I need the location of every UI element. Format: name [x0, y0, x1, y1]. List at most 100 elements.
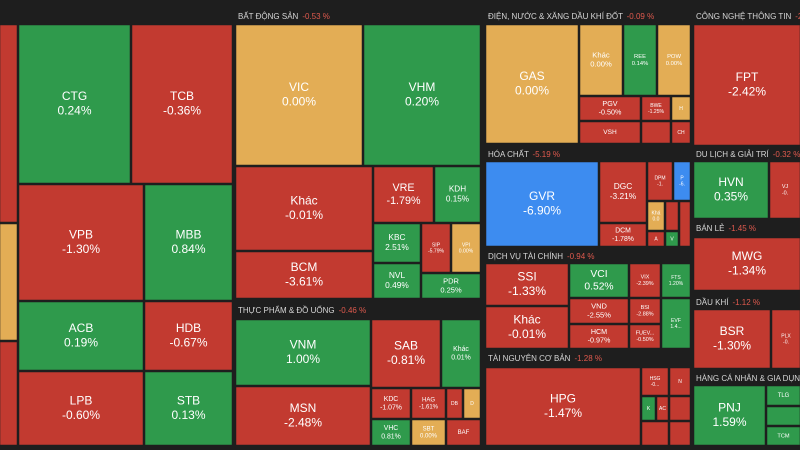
stock-ticker: SAB: [394, 338, 418, 352]
stock-change: 0.52%: [584, 281, 613, 292]
sector-change: -0.94 %: [567, 252, 595, 261]
sector-title: DU LỊCH & GIẢI TRÍ -0.32 %: [696, 150, 800, 159]
stock-tile: [579, 96, 641, 121]
stock-tile: [647, 231, 665, 247]
stock-change: -3.21%: [610, 191, 637, 201]
stock-tile: [0, 341, 18, 446]
stock-tile: [434, 166, 481, 223]
stock-change: 0.13%: [171, 408, 205, 422]
stock-tile: [235, 24, 363, 166]
sector-name: HÓA CHẤT: [488, 149, 529, 159]
sector-name: DỊCH VỤ TÀI CHÍNH: [488, 252, 563, 261]
stock-ticker: D: [470, 401, 474, 407]
stock-ticker: VRE: [392, 182, 414, 194]
stock-tile: [463, 388, 481, 419]
sector-header: [486, 250, 690, 264]
stock-change: -2.48%: [284, 415, 322, 429]
sector-title: THỰC PHẨM & ĐỒ UỐNG -0.46 %: [238, 305, 366, 315]
stock-change: 0.81%: [381, 433, 401, 440]
stock-ticker: Khác: [290, 193, 317, 207]
stock-change: -1.07%: [380, 404, 402, 411]
stock-change: -1.61%: [419, 405, 439, 411]
stock-ticker: HCM: [591, 328, 607, 336]
stock-change: 0.00%: [420, 434, 438, 440]
stock-tile: [144, 371, 233, 446]
stock-tile: [766, 406, 800, 426]
stock-change: 0.00%: [590, 60, 612, 69]
stock-tile: [669, 396, 691, 421]
stock-tile: [665, 231, 679, 247]
stock-change: -0.: [782, 191, 789, 197]
sector: BẤT ĐỘNG SẢN -0.53 %VIC0.00%VHM0.20%Khác-…: [235, 10, 481, 299]
stock-tile: [373, 263, 421, 299]
stock-tile: [657, 24, 691, 96]
stock-change: 0.24%: [57, 103, 91, 117]
sector-change: -0.09 %: [627, 12, 655, 21]
sector-change: -1.45 %: [728, 224, 756, 233]
sector-title: BẤT ĐỘNG SẢN -0.53 %: [238, 11, 330, 21]
stock-tile: [669, 367, 691, 396]
stock-change: -1.: [657, 181, 663, 187]
sector: DẦU KHÍ -1.12 % BSR-1.30% PLX-0.: [693, 296, 800, 369]
sector-change: -0.32 %: [773, 150, 800, 159]
sector: BÁN LẺ -1.45 % MWG-1.34%: [693, 222, 800, 291]
stock-change: -0.01%: [508, 327, 546, 341]
sector-title: HÓA CHẤT -5.19 %: [488, 149, 560, 159]
sector-header: [236, 304, 480, 318]
stock-tile: [579, 121, 641, 144]
stock-ticker: Khác: [592, 50, 610, 59]
stock-ticker: A: [654, 236, 658, 242]
stock-tile: [673, 161, 691, 201]
stock-tile: [411, 388, 446, 419]
sector-title: BÁN LẺ -1.45 %: [696, 224, 756, 233]
stock-tile: [0, 24, 18, 223]
stock-ticker: EVF: [671, 318, 681, 324]
stock-tile: [131, 24, 233, 184]
stock-tile: [18, 24, 131, 184]
stock-change: -1.78%: [612, 236, 634, 243]
stock-tile: [371, 419, 411, 446]
stock-tile: [599, 223, 647, 247]
stock-tile: [569, 324, 629, 349]
stock-ticker: BWE: [650, 103, 662, 109]
stock-ticker: PLX: [781, 333, 791, 339]
stock-change: 0.84%: [171, 242, 205, 256]
stock-tile: [693, 24, 800, 146]
stock-change: 0.35%: [714, 189, 748, 203]
stock-change: -0...: [651, 382, 660, 388]
stock-change: -0.36%: [163, 103, 201, 117]
stock-ticker: VIX: [641, 275, 650, 281]
stock-ticker: CTG: [62, 89, 87, 103]
stock-ticker: KBC: [388, 232, 405, 242]
stock-change: 0.15%: [446, 195, 469, 204]
stock-change: -1.79%: [387, 195, 421, 207]
stock-change: -0.81%: [387, 353, 425, 367]
stock-change: 0.00%: [666, 61, 682, 67]
sector-name: CÔNG NGHỆ THÔNG TIN: [696, 12, 791, 21]
stock-change: 0.49%: [385, 280, 409, 290]
sector-header: [694, 222, 800, 236]
sector-name: THỰC PHẨM & ĐỒ UỐNG: [238, 305, 335, 315]
stock-tile: [693, 161, 769, 219]
stock-ticker: VPB: [69, 227, 93, 241]
stock-change: -0.50%: [599, 109, 622, 117]
stock-tile: [766, 426, 800, 446]
stock-tile: [0, 223, 18, 341]
stock-tile: [485, 367, 641, 446]
stock-ticker: GAS: [519, 69, 544, 83]
sector-name: DẦU KHÍ: [696, 297, 729, 307]
stock-tile: [235, 386, 371, 446]
stock-ticker: H: [679, 106, 683, 112]
stock-ticker: VCI: [590, 269, 607, 280]
stock-ticker: TCB: [170, 89, 194, 103]
stock-tile: [623, 24, 657, 96]
stock-tile: [485, 24, 579, 144]
stock-ticker: DCM: [615, 228, 631, 235]
stock-tile: [671, 121, 691, 144]
stock-ticker: HSG: [650, 376, 661, 382]
stock-ticker: MSN: [290, 401, 317, 415]
stock-tile: [485, 306, 569, 349]
